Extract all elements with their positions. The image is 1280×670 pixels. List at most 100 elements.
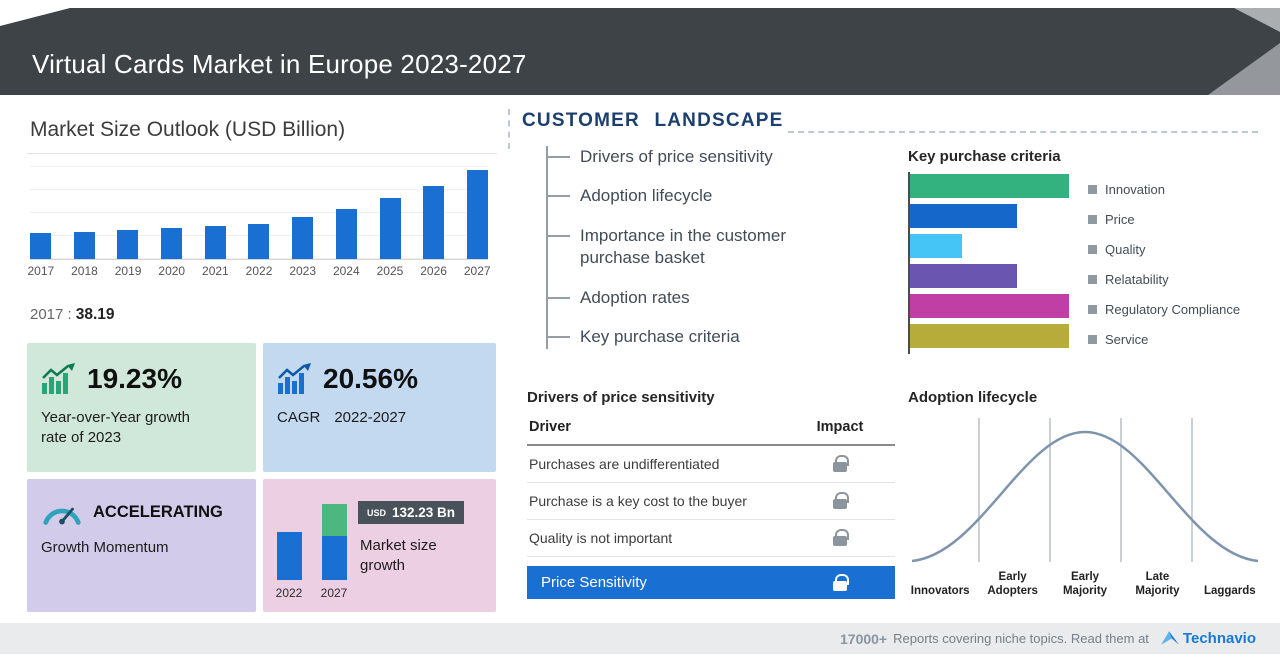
market-bar-2018 (73, 232, 95, 259)
legend-item: Relatability (1088, 264, 1240, 294)
driver-impact (808, 529, 872, 546)
lock-icon (833, 529, 849, 546)
market-bar-2022 (248, 224, 270, 259)
driver-column-header: Driver (529, 419, 571, 435)
adoption-lifecycle-chart (908, 410, 1262, 575)
bar-growth-icon (278, 363, 311, 394)
landscape-item: Adoption lifecycle (548, 185, 825, 207)
market-size-badge: USD 132.23 Bn (358, 501, 465, 524)
market-bar-2025 (379, 198, 401, 259)
legend-label: Price (1105, 211, 1135, 227)
kpc-bar-regulatory-compliance (910, 294, 1069, 318)
badge-currency: USD (367, 507, 387, 518)
kpc-bar-price (910, 204, 1017, 228)
adoption-stage-label: Late Majority (1135, 571, 1180, 598)
market-size-growth-card: 2022 2027 USD 132.23 Bn Market size grow… (263, 479, 496, 612)
footer-text: Reports covering niche topics. Read them… (893, 631, 1149, 646)
section-divider (27, 153, 497, 154)
price-sensitivity-label: Price Sensitivity (541, 574, 647, 591)
market-bar-xlabel: 2019 (114, 264, 142, 278)
drivers-title: Drivers of price sensitivity (527, 389, 715, 406)
legend-item: Quality (1088, 234, 1240, 264)
market-bar-2027 (466, 170, 488, 259)
legend-label: Innovation (1105, 181, 1165, 197)
price-sensitivity-row: Price Sensitivity (527, 566, 895, 599)
market-bar-chart-xlabels: 2017 2018 2019 2020 2021 2022 2023 2024 2025 2026… (19, 264, 499, 278)
adoption-stage-label: Laggards (1203, 585, 1256, 598)
adoption-stage-label: Early Majority (1062, 571, 1108, 598)
header-bottom-right-wedge (1208, 43, 1280, 95)
market-bar-xlabel: 2025 (376, 264, 404, 278)
drivers-table-header: Driver Impact (527, 414, 895, 446)
market-bar-2023 (292, 217, 314, 259)
legend-square-icon (1088, 274, 1097, 284)
legend-square-icon (1088, 304, 1097, 314)
lock-icon (833, 492, 849, 509)
drivers-table: Driver Impact Purchases are undifferenti… (527, 414, 895, 599)
report-count: 17000+ (840, 630, 888, 647)
mini-bar-2022 (277, 532, 302, 580)
market-bar-2021 (204, 226, 226, 259)
yoy-growth-label: Year-over-Year growth rate of 2023 (41, 409, 190, 447)
driver-row: Purchases are undifferentiated (527, 446, 895, 483)
cagr-label: CAGR 2022-2027 (277, 408, 442, 428)
cagr-range: 2022-2027 (334, 409, 407, 426)
legend-item: Regulatory Compliance (1088, 294, 1240, 324)
legend-label: Service (1105, 331, 1149, 347)
customer-landscape-list: Drivers of price sensitivity Adoption lif… (546, 146, 825, 349)
market-bar-xlabel: 2022 (245, 264, 273, 278)
adoption-lifecycle-title: Adoption lifecycle (908, 389, 1038, 406)
driver-label: Quality is not important (529, 530, 673, 546)
cagr-card: 20.56% CAGR 2022-2027 (263, 343, 496, 472)
cagr-label-text: CAGR (277, 409, 321, 426)
legend-label: Regulatory Compliance (1105, 301, 1241, 317)
key-purchase-criteria-title: Key purchase criteria (908, 148, 1061, 165)
drivers-rows: Purchases are undifferentiated Purchase i… (527, 446, 895, 557)
base-year-value: 38.19 (75, 306, 115, 323)
dashed-vertical-divider (508, 109, 510, 149)
mini-bar-2027 (322, 504, 347, 580)
market-bar-2020 (161, 228, 183, 259)
legend-item: Service (1088, 324, 1240, 354)
driver-impact (808, 492, 872, 509)
mini-year-start: 2022 (275, 586, 303, 600)
legend-label: Quality (1105, 241, 1146, 257)
technavio-mark-icon (1160, 631, 1179, 645)
customer-landscape-title: CUSTOMER LANDSCAPE (522, 110, 784, 131)
yoy-growth-card: 19.23% Year-over-Year growth rate of 202… (27, 343, 256, 472)
lock-icon (833, 455, 849, 472)
landscape-item: Drivers of price sensitivity (548, 146, 825, 168)
key-purchase-criteria-chart (908, 172, 1069, 354)
kpc-bar-relatability (910, 264, 1017, 288)
kpc-bar-quality (910, 234, 962, 258)
market-bar-2024 (335, 209, 357, 259)
cagr-value: 20.56% (323, 363, 418, 394)
landscape-item: Adoption rates (548, 287, 825, 309)
gauge-icon (43, 507, 81, 525)
footer-bar: 17000+ Reports covering niche topics. Re… (0, 623, 1280, 654)
market-bar-xlabel: 2026 (420, 264, 447, 278)
driver-label: Purchase is a key cost to the buyer (529, 493, 747, 509)
technavio-logo: Technavio (1160, 630, 1256, 647)
bar-growth-icon (42, 363, 75, 394)
mini-bar-2027-base-segment (322, 536, 347, 580)
adoption-stage-labels: Innovators Early Adopters Early Majority Late… (904, 570, 1266, 599)
landscape-item: Key purchase criteria (548, 326, 825, 348)
market-bar-xlabel: 2018 (71, 264, 98, 278)
page-title: Virtual Cards Market in Europe 2023-2027 (32, 49, 527, 79)
market-bar-2019 (117, 230, 139, 259)
mini-growth-chart (277, 504, 347, 580)
kpc-bar-service (910, 324, 1069, 348)
legend-square-icon (1088, 334, 1097, 344)
adoption-stage-label: Early Adopters (987, 571, 1038, 598)
badge-value: 132.23 Bn (392, 505, 456, 520)
driver-row: Purchase is a key cost to the buyer (527, 483, 895, 520)
legend-item: Innovation (1088, 174, 1240, 204)
key-purchase-criteria-legend: Innovation Price Quality Relatability Regula… (1088, 174, 1240, 354)
yoy-growth-value: 19.23% (87, 363, 182, 394)
header-corner-notch (0, 8, 70, 26)
bell-curve (911, 418, 1259, 563)
market-bar-2017 (30, 233, 51, 259)
driver-row: Quality is not important (527, 520, 895, 557)
